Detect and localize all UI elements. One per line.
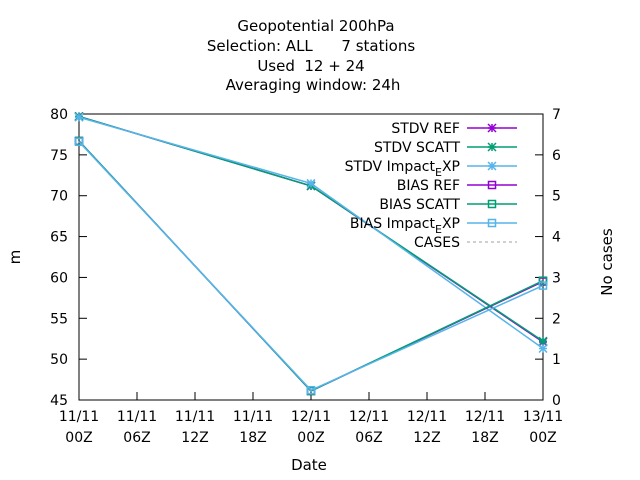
series-line [78, 140, 544, 392]
x-tick-label-date: 12/11 [407, 409, 447, 425]
title-line-3: Used 12 + 24 [257, 57, 364, 75]
legend-label: BIAS SCATT [379, 197, 460, 213]
legend-marker [487, 123, 497, 133]
y2-tick-label: 0 [552, 393, 561, 409]
legend-label: CASES [414, 235, 460, 251]
legend-entry: BIAS ImpactEXP [350, 216, 517, 236]
title-line-1: Geopotential 200hPa [237, 17, 394, 35]
y2-tick-label: 3 [552, 270, 561, 286]
x-axis: 11/11 00Z 11/11 06Z 11/11 12Z 11/11 18Z 12/11 00Z… [59, 392, 563, 446]
y2-tick-label: 6 [552, 148, 561, 164]
legend-entry: BIAS SCATT [379, 197, 517, 213]
series-line [78, 141, 544, 392]
data-point [74, 137, 84, 147]
title-line-4: Averaging window: 24h [226, 76, 401, 94]
legend-entry: STDV SCATT [374, 140, 517, 156]
y-tick-label: 70 [50, 189, 68, 205]
data-point [538, 336, 548, 346]
data-point [538, 276, 548, 285]
legend-marker [487, 161, 497, 171]
y-axis-left: 45 50 55 60 65 70 75 80 [50, 107, 87, 409]
x-tick-label-date: 11/11 [117, 409, 157, 425]
legend-label: BIAS REF [397, 178, 460, 194]
y2-tick-label: 4 [552, 230, 561, 246]
legend-marker [487, 218, 497, 228]
x-tick-label-date: 11/11 [233, 409, 273, 425]
legend-label: STDV SCATT [374, 140, 460, 156]
legend-marker [487, 180, 497, 190]
legend-marker [487, 142, 497, 152]
legend-marker [487, 199, 497, 209]
y2-tick-label: 7 [552, 107, 561, 123]
y-tick-label: 45 [50, 393, 68, 409]
x-tick-label-date: 12/11 [465, 409, 505, 425]
x-tick-label-date: 11/11 [59, 409, 99, 425]
legend-label: BIAS ImpactEXP [350, 216, 460, 236]
y2-tick-label: 5 [552, 189, 561, 205]
series-stdv-impact-exp [74, 112, 548, 354]
y-axis-label: m [6, 250, 24, 265]
y-tick-label: 50 [50, 352, 68, 368]
series-bias-scatt [74, 136, 548, 396]
x-tick-label-date: 12/11 [291, 409, 331, 425]
x-tick-label-time: 06Z [123, 430, 150, 446]
y2-tick-label: 1 [552, 352, 561, 368]
y-tick-label: 65 [50, 230, 68, 246]
x-tick-label-time: 00Z [297, 430, 324, 446]
x-tick-label-date: 12/11 [349, 409, 389, 425]
y2-axis-label: No cases [598, 228, 616, 296]
series-line [78, 115, 544, 342]
legend-entry: CASES [414, 235, 517, 251]
legend-label: STDV ImpactEXP [345, 159, 460, 179]
data-point [74, 112, 84, 122]
legend-entry: STDV ImpactEXP [345, 159, 517, 179]
x-axis-label: Date [291, 456, 327, 474]
y2-tick-label: 2 [552, 311, 561, 327]
x-tick-label-time: 00Z [529, 430, 556, 446]
x-tick-label-time: 12Z [181, 430, 208, 446]
y-tick-label: 60 [50, 270, 68, 286]
x-tick-label-date: 11/11 [175, 409, 215, 425]
data-point [538, 281, 548, 290]
x-tick-label-time: 06Z [355, 430, 382, 446]
title-line-2: Selection: ALL 7 stations [207, 37, 415, 55]
legend-label: STDV REF [391, 121, 460, 137]
series-layer [74, 111, 548, 396]
y-axis-right: 0 1 2 3 4 5 6 7 [535, 107, 561, 409]
y-tick-label: 55 [50, 311, 68, 327]
data-point [306, 178, 316, 188]
legend-entry: BIAS REF [397, 178, 517, 194]
x-tick-label-time: 00Z [65, 430, 92, 446]
plot-frame [78, 113, 544, 401]
data-point [538, 343, 548, 354]
series-line [78, 115, 544, 343]
x-tick-label-time: 12Z [413, 430, 440, 446]
x-tick-label-time: 18Z [239, 430, 266, 446]
y-tick-label: 80 [50, 107, 68, 123]
x-tick-label-time: 18Z [471, 430, 498, 446]
x-tick-label-date: 13/11 [523, 409, 563, 425]
chart-title: Geopotential 200hPa Selection: ALL 7 sta… [207, 17, 415, 94]
series-bias-impact-exp [74, 137, 548, 395]
series-bias-ref [74, 136, 548, 396]
y-tick-label: 75 [50, 148, 68, 164]
series-line [78, 140, 544, 392]
legend-entry: STDV REF [391, 121, 517, 137]
data-point [306, 385, 316, 395]
